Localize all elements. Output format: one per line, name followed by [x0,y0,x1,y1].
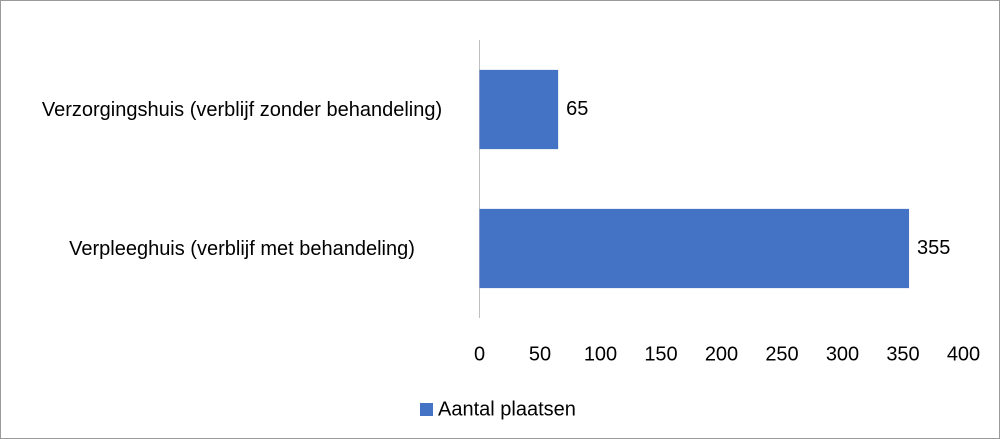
data-label: 355 [917,237,950,259]
x-tick-label: 250 [765,343,798,365]
x-tick-label: 150 [644,343,677,365]
x-tick-label: 300 [826,343,859,365]
y-tick-label: Verpleeghuis (verblijf met behandeling) [69,237,415,260]
legend-swatch [420,403,433,416]
x-tick-label: 350 [886,343,919,365]
x-tick-label: 400 [947,343,980,365]
x-tick-label: 50 [529,343,551,365]
bar [479,208,910,289]
data-label: 65 [566,98,588,120]
bar [479,69,559,150]
legend-label: Aantal plaatsen [438,398,576,420]
x-tick-label: 0 [474,343,485,365]
x-tick-label: 200 [705,343,738,365]
y-tick-label: Verzorgingshuis (verblijf zonder behande… [41,98,443,121]
x-tick-label: 100 [584,343,617,365]
